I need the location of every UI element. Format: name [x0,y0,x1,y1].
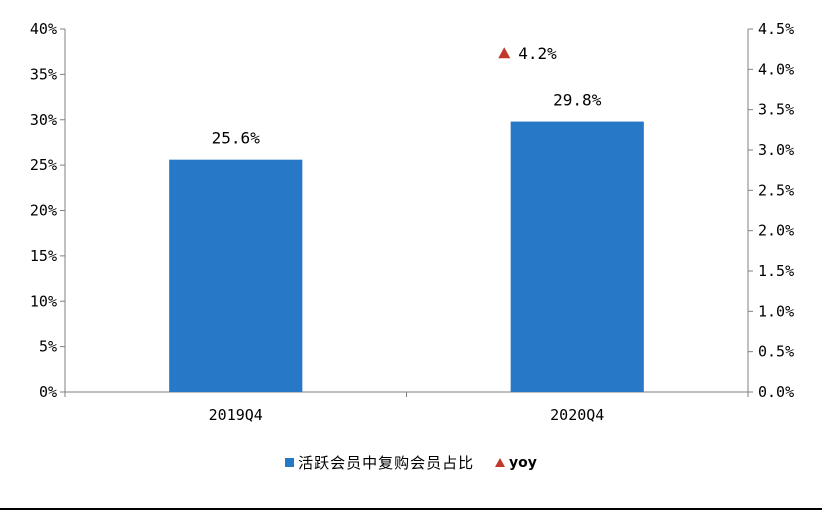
y-left-tick-label: 10% [30,292,57,310]
bar-data-label: 29.8% [553,91,602,110]
yoy-data-label: 4.2% [518,44,557,63]
y-left-tick-label: 25% [30,156,57,174]
y-left-tick-label: 15% [30,247,57,265]
bar-data-label: 25.6% [212,129,261,148]
legend-square-icon [285,458,295,467]
yoy-marker [498,47,511,59]
y-left-tick-label: 30% [30,111,57,129]
y-left-tick-label: 5% [39,338,57,356]
legend-bar-label: 活跃会员中复购会员占比 [298,454,475,472]
y-right-tick-label: 2.5% [758,181,794,199]
bar [510,121,644,392]
y-right-tick-label: 1.0% [758,302,794,320]
y-left-tick-label: 0% [39,383,57,401]
y-left-tick-label: 20% [30,202,57,220]
legend-item-bar: 活跃会员中复购会员占比 [285,452,474,473]
y-right-tick-label: 1.5% [758,262,794,280]
legend-item-yoy: yoy [494,454,537,471]
x-tick-label: 2020Q4 [550,406,604,424]
y-right-tick-label: 4.0% [758,60,794,78]
bottom-rule [0,508,822,510]
y-right-tick-label: 3.5% [758,101,794,119]
y-right-tick-label: 4.5% [758,20,794,38]
y-right-tick-label: 0.0% [758,383,794,401]
y-left-tick-label: 35% [30,65,57,83]
y-right-tick-label: 2.0% [758,222,794,240]
legend-yoy-label: yoy [508,454,537,471]
x-tick-label: 2019Q4 [209,406,263,424]
y-right-tick-label: 3.0% [758,141,794,159]
y-right-tick-label: 0.5% [758,343,794,361]
legend: 活跃会员中复购会员占比 yoy [0,452,822,473]
legend-triangle-icon [494,458,505,467]
y-left-tick-label: 40% [30,20,57,38]
bar [169,159,303,392]
